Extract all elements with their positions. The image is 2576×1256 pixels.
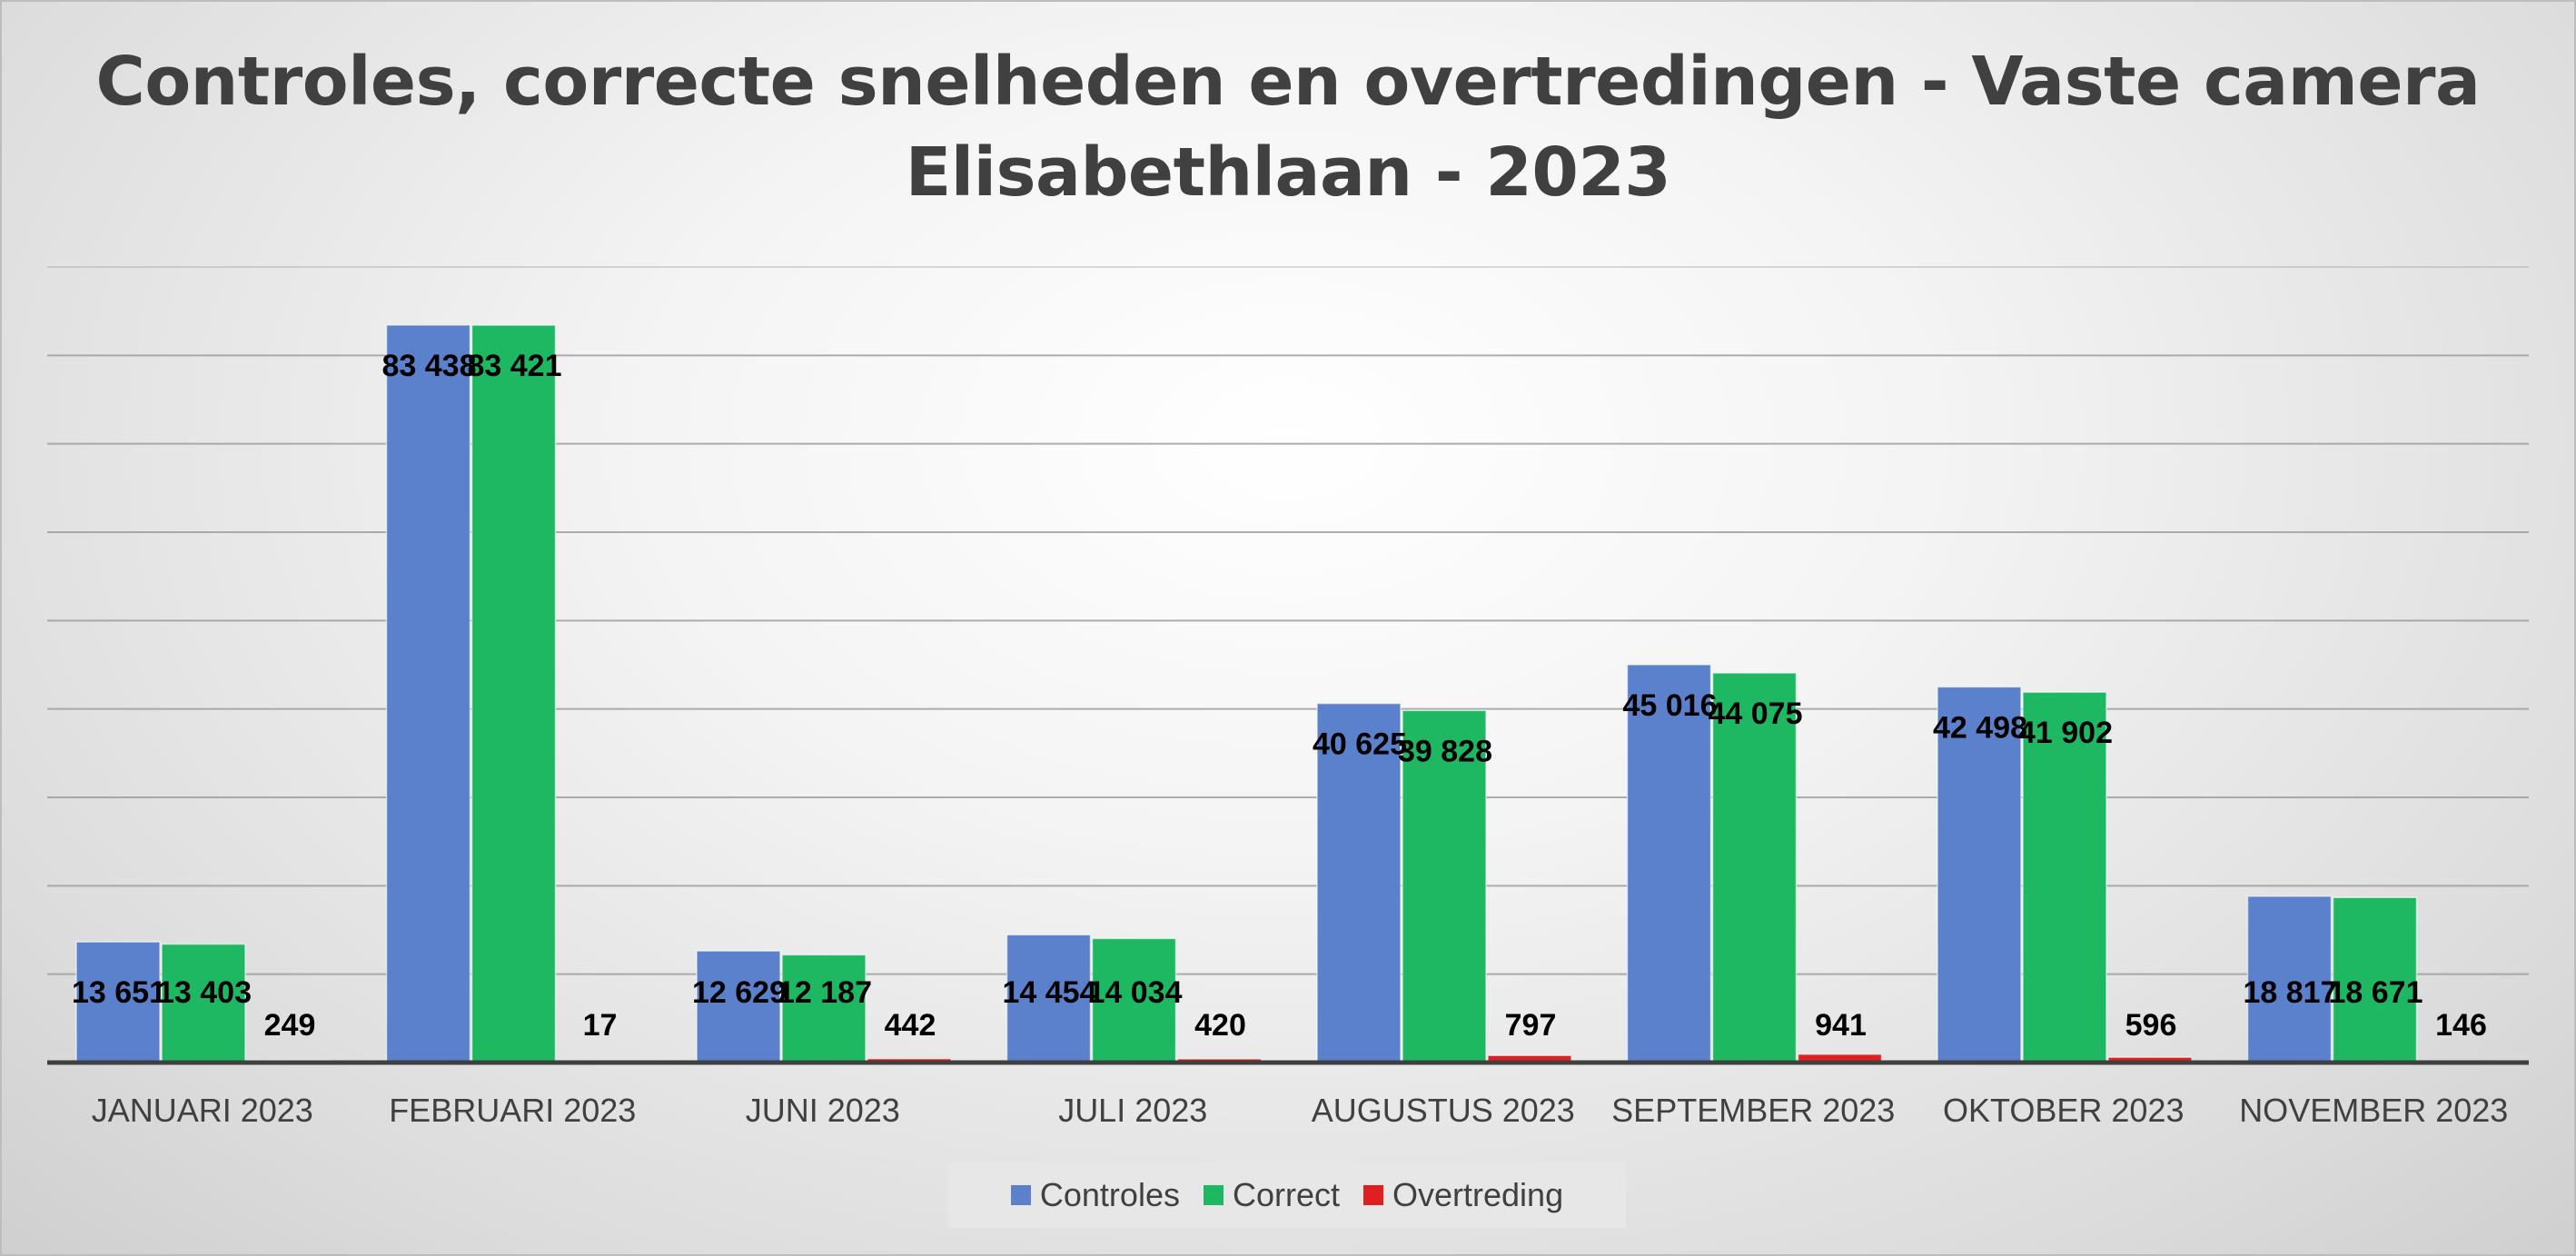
bars — [75, 324, 2503, 1063]
bar-controles — [75, 941, 161, 1063]
bar-correct — [2332, 896, 2418, 1063]
legend-swatch-overtreding — [1363, 1185, 1383, 1205]
legend-item-overtreding: Overtreding — [1363, 1176, 1563, 1214]
bar-correct — [1091, 937, 1177, 1063]
data-label-correct: 83 421 — [468, 349, 562, 383]
data-label-overtreding: 17 — [583, 1008, 618, 1043]
bar-controles — [385, 324, 471, 1063]
legend-label-overtreding: Overtreding — [1392, 1176, 1564, 1213]
data-label-controles: 42 498 — [1933, 710, 2027, 745]
data-label-controles: 12 629 — [692, 975, 787, 1010]
chart-title-line-2: Elisabethlaan - 2023 — [905, 134, 1671, 212]
data-label-controles: 13 651 — [72, 975, 166, 1010]
bar-controles — [1316, 702, 1402, 1063]
data-label-overtreding: 249 — [264, 1008, 316, 1043]
data-label-correct: 14 034 — [1088, 975, 1183, 1010]
data-label-correct: 12 187 — [778, 975, 872, 1010]
x-tick-label: AUGUSTUS 2023 — [1312, 1092, 1575, 1129]
data-label-correct: 18 671 — [2329, 975, 2423, 1010]
legend-swatch-controles — [1010, 1185, 1031, 1205]
data-label-controles: 45 016 — [1623, 688, 1718, 723]
data-label-overtreding: 596 — [2125, 1008, 2177, 1043]
data-label-controles: 83 438 — [382, 349, 477, 383]
x-axis: JANUARI 2023 FEBRUARI 2023 JUNI 2023 JULI 2… — [47, 1060, 2529, 1129]
bar-controles — [2246, 895, 2333, 1063]
x-tick-label: SEPTEMBER 2023 — [1611, 1092, 1895, 1129]
bar-controles — [696, 950, 781, 1063]
legend-swatch-correct — [1203, 1185, 1224, 1205]
legend-item-controles: Controles — [1010, 1176, 1180, 1214]
x-tick-label: JUNI 2023 — [746, 1092, 900, 1129]
x-tick-label: NOVEMBER 2023 — [2239, 1092, 2508, 1129]
data-label-correct: 44 075 — [1709, 697, 1803, 731]
x-tick-label: FEBRUARI 2023 — [389, 1092, 636, 1129]
data-label-correct: 41 902 — [2018, 716, 2113, 750]
data-label-correct: 13 403 — [157, 975, 252, 1010]
chart-title-line-1: Controles, correcte snelheden en overtre… — [95, 43, 2481, 121]
bar-controles — [1626, 664, 1712, 1063]
data-label-controles: 40 625 — [1313, 727, 1407, 762]
data-label-overtreding: 797 — [1505, 1008, 1557, 1043]
bar-correct — [471, 324, 557, 1063]
data-label-correct: 39 828 — [1398, 734, 1492, 768]
x-tick-label: JULI 2023 — [1058, 1092, 1207, 1129]
bar-controles — [1937, 686, 2022, 1063]
data-label-overtreding: 146 — [2435, 1008, 2487, 1043]
legend-label-correct: Correct — [1232, 1176, 1340, 1213]
bar-correct — [2022, 691, 2107, 1063]
x-tick-label: OKTOBER 2023 — [1943, 1092, 2184, 1129]
data-label-controles: 18 817 — [2244, 975, 2338, 1010]
bar-correct — [781, 954, 867, 1063]
bar-correct — [161, 943, 246, 1063]
data-label-controles: 14 454 — [1003, 975, 1097, 1010]
legend-item-correct: Correct — [1203, 1176, 1340, 1214]
legend: Controles Correct Overtreding — [948, 1162, 1626, 1228]
data-label-overtreding: 941 — [1815, 1008, 1867, 1043]
legend-label-controles: Controles — [1039, 1176, 1180, 1213]
x-tick-label: JANUARI 2023 — [92, 1092, 313, 1129]
data-label-overtreding: 420 — [1194, 1008, 1246, 1043]
bar-correct — [1711, 672, 1798, 1063]
bar-controles — [1006, 934, 1092, 1063]
chart-title: Controles, correcte snelheden en overtre… — [0, 36, 2576, 218]
bar-correct — [1402, 709, 1487, 1063]
data-label-overtreding: 442 — [885, 1008, 936, 1043]
